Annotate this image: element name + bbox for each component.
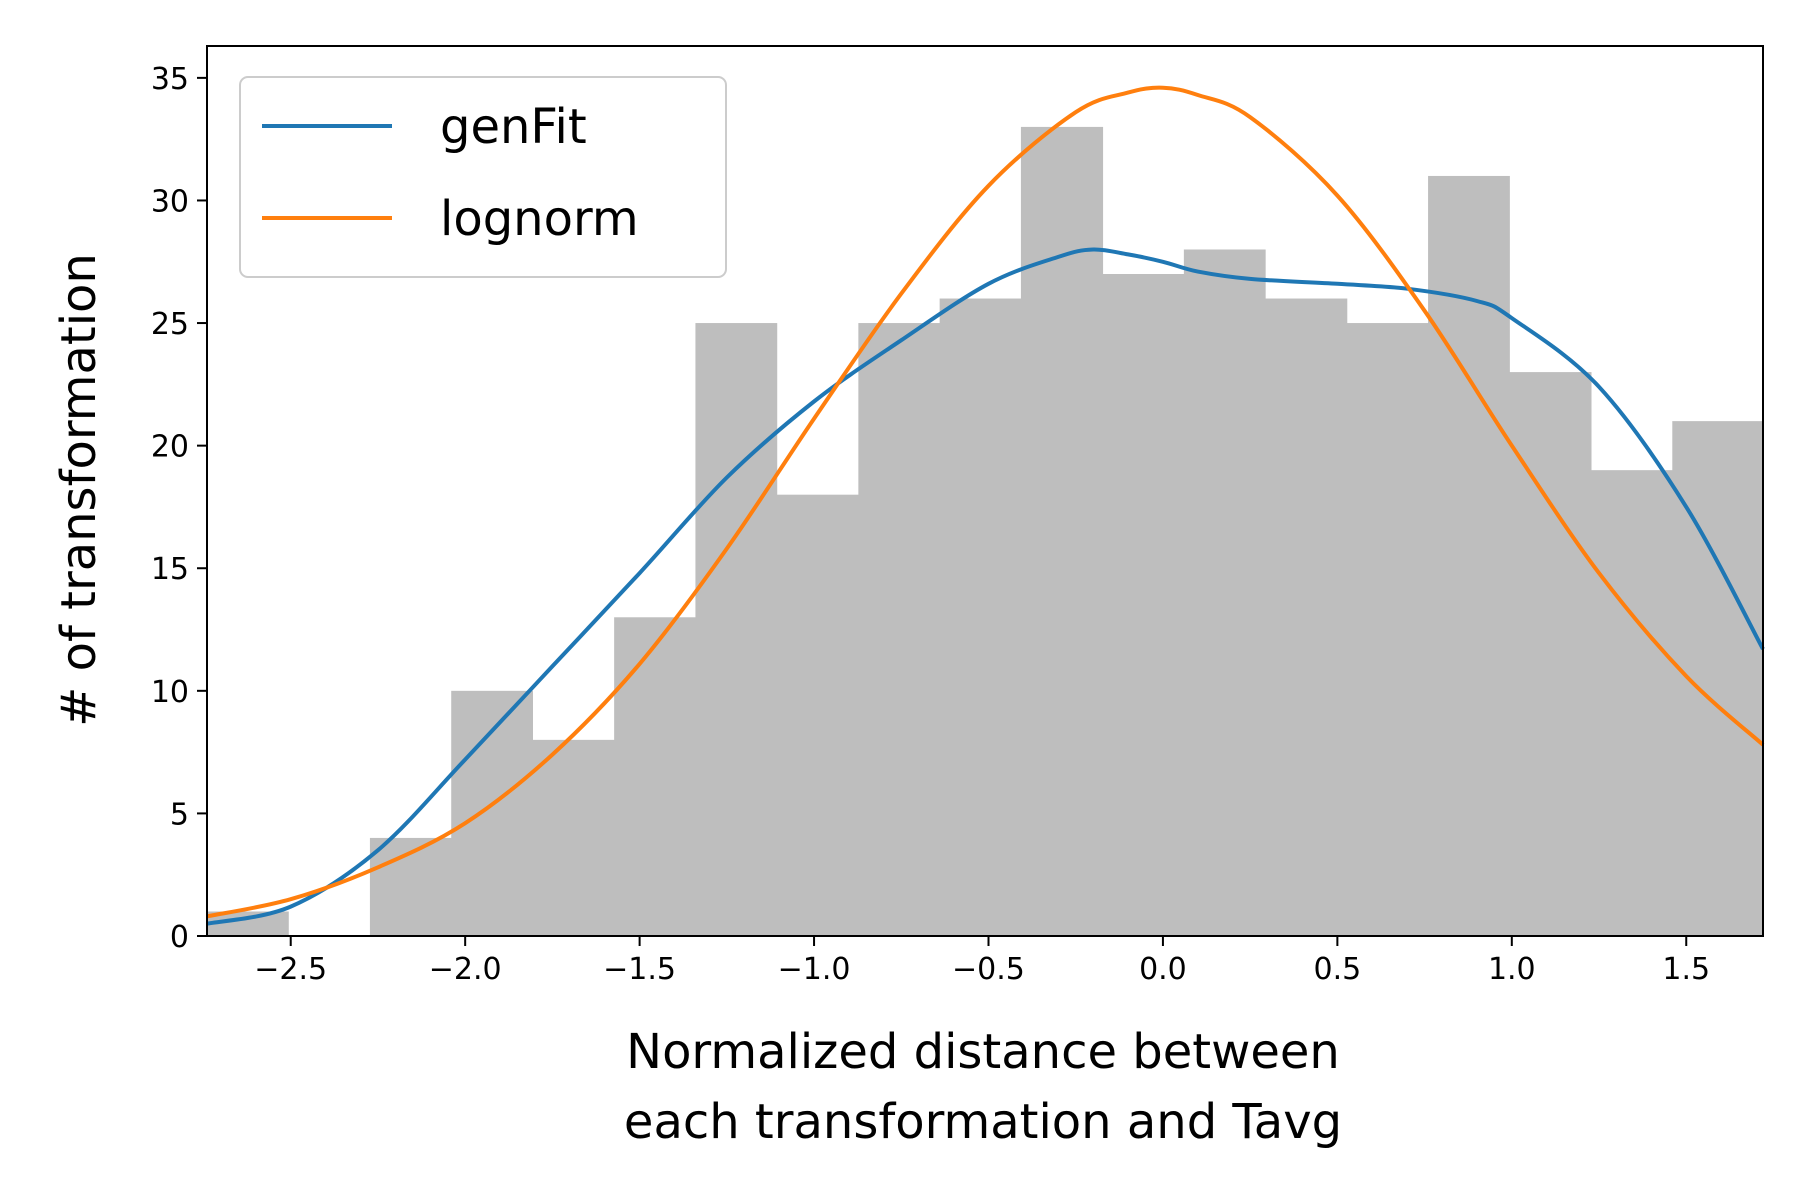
x-axis-label-line1: Normalized distance between xyxy=(626,1024,1340,1080)
x-tick-label: −1.0 xyxy=(778,952,851,987)
histogram-bars xyxy=(207,126,1764,937)
legend-label-genfit: genFit xyxy=(440,99,587,155)
histogram-bar xyxy=(1020,126,1104,937)
x-tick-label: −2.0 xyxy=(429,952,502,987)
histogram-bar xyxy=(776,494,859,936)
fit-curves xyxy=(206,85,1765,926)
y-tick-label: 10 xyxy=(151,675,189,710)
histogram-bar xyxy=(1346,323,1429,936)
x-tick-label: −1.5 xyxy=(603,952,676,987)
y-tick-label: 30 xyxy=(151,184,189,219)
histogram-bar xyxy=(451,690,534,936)
x-tick-label: 1.5 xyxy=(1662,952,1710,987)
histogram-bar xyxy=(939,298,1022,936)
legend-label-lognorm: lognorm xyxy=(440,191,639,247)
x-tick-label: 1.0 xyxy=(1488,952,1536,987)
y-tick-label: 35 xyxy=(151,62,189,97)
y-tick-label: 25 xyxy=(151,307,189,342)
y-axis-label: # of transformation xyxy=(51,253,107,727)
histogram-bar xyxy=(1591,470,1673,936)
series-line-genfit xyxy=(206,247,1765,926)
y-tick-label: 20 xyxy=(151,430,189,465)
histogram-bar xyxy=(532,739,615,936)
x-tick-label: −0.5 xyxy=(952,952,1025,987)
plot-frame xyxy=(206,45,1764,937)
histogram-bar xyxy=(1183,249,1266,936)
y-tick-label: 5 xyxy=(170,797,189,832)
histogram-bar xyxy=(1102,274,1185,936)
x-axis-ticks: −2.5 −2.0 −1.5 −1.0 −0.5 0.0 0.5 1.0 1.5 xyxy=(254,936,1710,987)
histogram-bar xyxy=(1265,298,1348,936)
x-tick-label: −2.5 xyxy=(254,952,327,987)
series-line-lognorm xyxy=(206,85,1765,919)
histogram-bar xyxy=(858,323,941,936)
histogram-bar xyxy=(695,323,778,936)
histogram-bar xyxy=(1428,175,1510,937)
x-tick-label: 0.5 xyxy=(1314,952,1362,987)
legend: genFit lognorm xyxy=(239,76,727,278)
histogram-bar xyxy=(614,617,696,936)
x-axis-label-line2: each transformation and Tavg xyxy=(624,1094,1342,1150)
histogram-bar xyxy=(1509,372,1592,937)
y-tick-label: 15 xyxy=(151,552,189,587)
y-axis-ticks: 0 5 10 15 20 25 30 35 xyxy=(151,62,207,955)
x-tick-label: 0.0 xyxy=(1139,952,1187,987)
y-tick-label: 0 xyxy=(170,920,189,955)
